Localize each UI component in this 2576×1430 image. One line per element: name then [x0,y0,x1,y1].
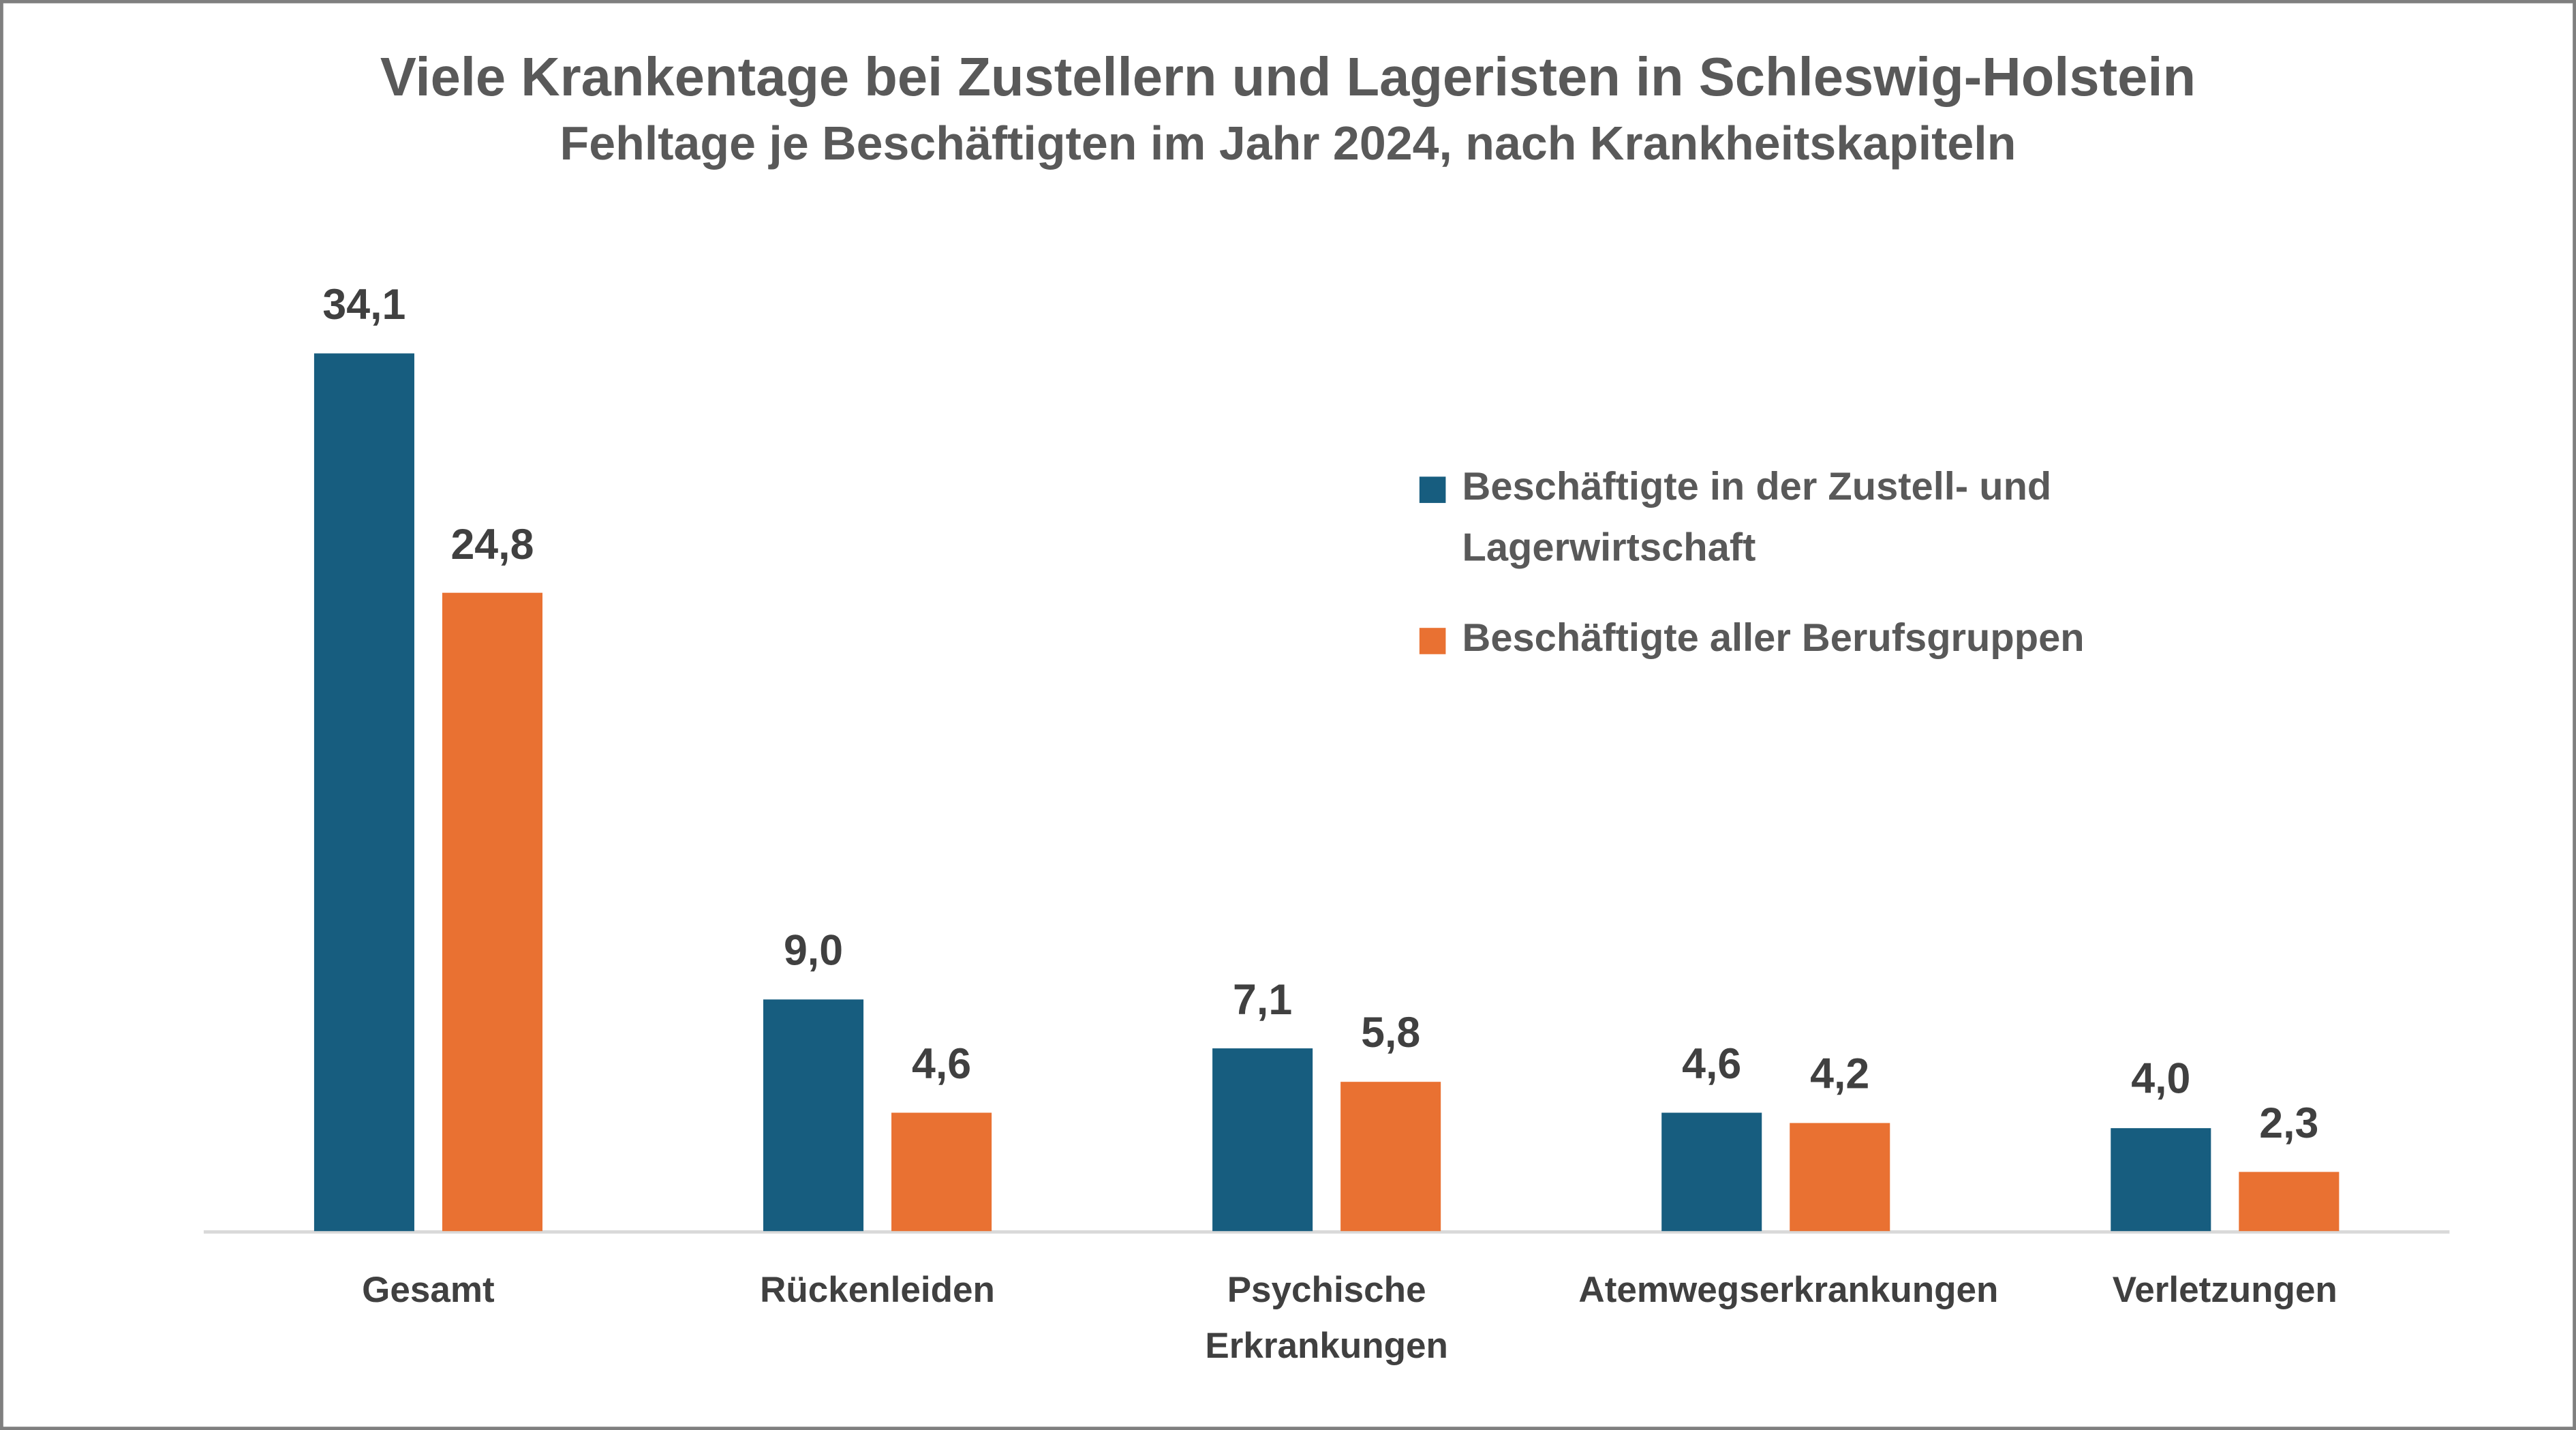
x-tick-label: Rückenleiden [760,1268,995,1310]
bar [313,353,414,1232]
bar [763,999,864,1232]
legend-swatch [1419,628,1446,654]
plot [203,353,2450,1234]
x-tick-label: Verletzungen [2112,1268,2337,1310]
x-tick-label: Psychische Erkrankungen [1205,1268,1448,1366]
bar [891,1112,992,1232]
bar [2239,1172,2340,1232]
data-label: 4,0 [2131,1054,2191,1104]
bar [1661,1112,1762,1232]
data-label: 4,2 [1810,1049,1870,1099]
data-label: 4,6 [1682,1038,1742,1089]
x-tick-label: Atemwegserkrankungen [1578,1268,1999,1310]
data-label: 2,3 [2259,1097,2319,1148]
chart-title: Viele Krankentage bei Zustellern und Lag… [380,46,2196,107]
bar [1790,1123,1890,1232]
legend-label: Beschäftigte aller Berufsgruppen [1462,616,2085,661]
bar [442,592,543,1232]
data-label: 7,1 [1233,974,1293,1024]
legend-swatch [1419,476,1446,503]
x-tick-label: Gesamt [362,1268,495,1310]
bar [2111,1128,2211,1232]
data-label: 24,8 [450,519,534,568]
legend-label: Beschäftigte in der Zustell- und Lagerwi… [1462,465,2052,571]
data-label: 9,0 [783,925,844,975]
data-label: 5,8 [1361,1007,1421,1058]
chart-subtitle: Fehltage je Beschäftigten im Jahr 2024, … [559,118,2017,171]
bar [1212,1048,1313,1232]
data-label: 34,1 [322,279,406,329]
data-label: 4,6 [911,1038,972,1089]
bar [1340,1082,1441,1232]
